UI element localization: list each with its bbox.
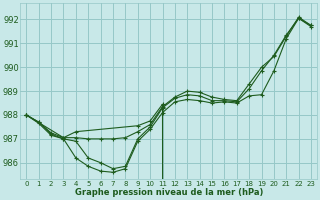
X-axis label: Graphe pression niveau de la mer (hPa): Graphe pression niveau de la mer (hPa) <box>75 188 263 197</box>
